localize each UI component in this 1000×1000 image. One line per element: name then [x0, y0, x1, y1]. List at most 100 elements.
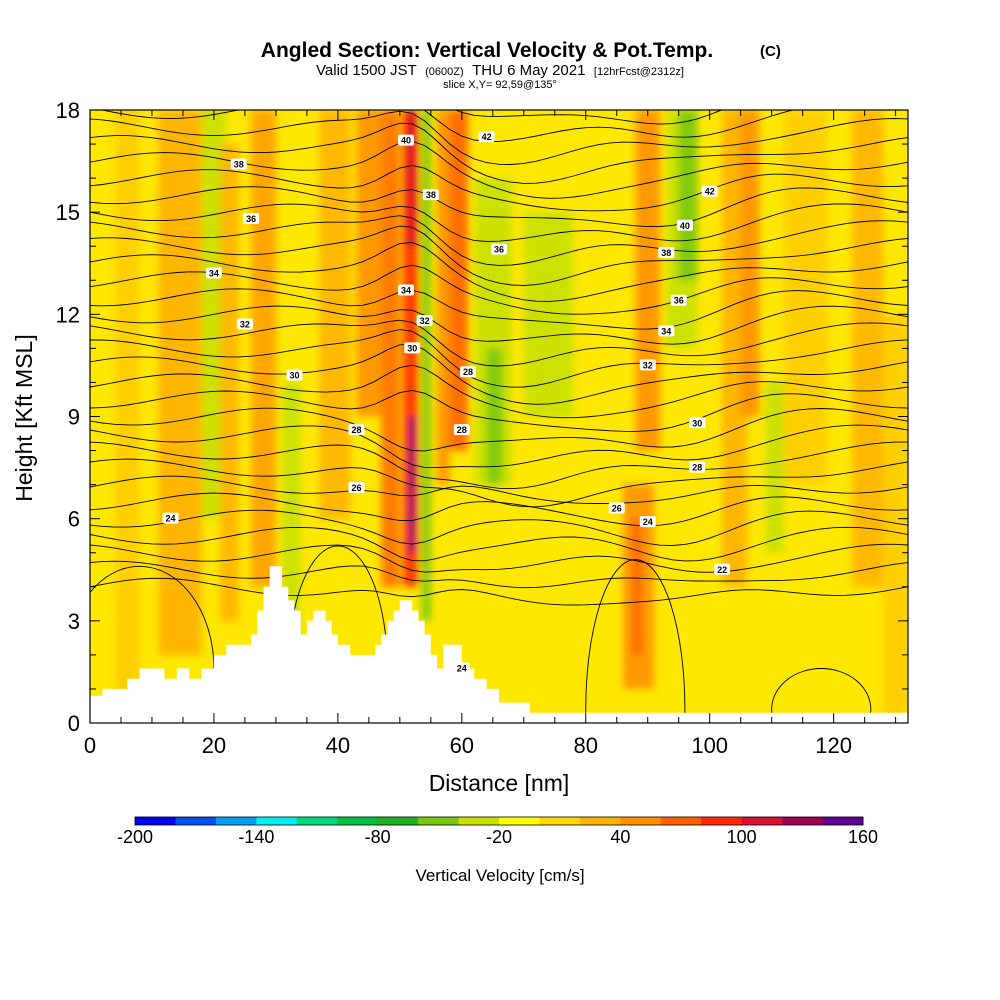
contour-label-text: 28	[457, 425, 467, 435]
contour-label: 26	[608, 502, 625, 514]
velocity-patch	[449, 110, 469, 451]
contour-label-text: 28	[692, 463, 702, 473]
chart-title: Angled Section: Vertical Velocity & Pot.…	[261, 39, 713, 62]
contour-label: 38	[230, 158, 247, 170]
contour-label: 24	[639, 516, 656, 528]
contour-label: 30	[689, 417, 706, 429]
contour-label: 38	[422, 189, 439, 201]
contour-label: 36	[491, 243, 507, 255]
subtitle-valid: Valid 1500 JST	[316, 62, 417, 79]
contour-label-text: 24	[457, 664, 467, 674]
y-tick-label: 18	[56, 98, 80, 123]
x-tick-label: 60	[450, 733, 474, 758]
x-axis: 0 20 40 60 80 100 120	[84, 110, 897, 758]
contour-labels: 38 36 34 32 30 28 26 24 40 42 38 36 34 32 30 28 28 42 40 38…	[162, 131, 731, 674]
contour-label: 30	[286, 369, 303, 381]
velocity-patch	[114, 110, 140, 723]
colorbar-swatch	[377, 817, 419, 825]
contour-label: 32	[639, 359, 656, 371]
x-tick-label: 40	[326, 733, 350, 758]
theta-contour	[90, 424, 908, 469]
contour-label: 34	[205, 267, 222, 279]
theta-contour	[90, 543, 908, 573]
contour-label-text: 40	[401, 136, 411, 146]
contour-label-text: 36	[494, 245, 504, 255]
theta-contour	[90, 110, 908, 165]
contour-label-text: 30	[407, 343, 417, 353]
contour-label: 30	[404, 342, 421, 354]
contour-label: 28	[348, 424, 365, 436]
contour-label: 28	[453, 424, 470, 436]
contour-label-text: 38	[426, 190, 436, 200]
theta-contour	[90, 215, 908, 266]
theta-contour	[90, 329, 908, 388]
colorbar-swatch	[579, 817, 621, 825]
colorbar	[134, 816, 864, 826]
y-tick-label: 15	[56, 200, 80, 225]
colorbar-swatch	[539, 817, 581, 825]
theta-contour	[90, 164, 908, 212]
contour-label: 32	[416, 315, 433, 327]
colorbar-swatch	[175, 817, 217, 825]
x-tick-label: 20	[202, 733, 226, 758]
colorbar-tick-label: 100	[727, 827, 757, 847]
contour-label-text: 36	[674, 296, 684, 306]
velocity-patch	[319, 110, 351, 519]
theta-contour	[90, 475, 908, 504]
colorbar-swatch	[782, 817, 824, 825]
contour-label-text: 38	[234, 159, 244, 169]
velocity-patch	[437, 110, 450, 485]
theta-contour	[90, 526, 908, 562]
contour-label-text: 26	[612, 503, 622, 513]
contour-label-text: 30	[692, 418, 702, 428]
y-tick-label: 0	[68, 711, 80, 736]
velocity-patch	[407, 110, 416, 247]
velocity-patch	[421, 110, 431, 621]
subtitle-utc: (0600Z)	[425, 66, 464, 78]
colorbar-swatch	[701, 817, 743, 825]
theta-contour	[90, 560, 908, 589]
contour-label: 34	[658, 325, 675, 337]
velocity-patch	[765, 382, 785, 553]
theta-contour	[771, 668, 872, 723]
y-tick-label: 9	[68, 405, 80, 430]
contour-label-text: 42	[482, 132, 492, 142]
colorbar-tick-label: -200	[117, 827, 153, 847]
contour-label-text: 42	[705, 187, 715, 197]
colorbar-swatch	[458, 817, 500, 825]
theta-contour	[90, 186, 908, 228]
velocity-patch	[740, 110, 760, 417]
velocity-patch	[678, 110, 698, 281]
x-tick-label: 0	[84, 733, 96, 758]
colorbar-swatch	[256, 817, 298, 825]
contour-label-text: 32	[240, 320, 250, 330]
y-tick-label: 6	[68, 507, 80, 532]
y-tick-label: 3	[68, 609, 80, 634]
colorbar-tick-label: -80	[365, 827, 391, 847]
theta-contour	[90, 242, 908, 302]
theta-contour	[90, 343, 908, 405]
colorbar-title: Vertical Velocity [cm/s]	[415, 866, 584, 885]
contour-label-text: 32	[643, 360, 653, 370]
colorbar-swatch	[418, 817, 460, 825]
contour-label: 26	[348, 482, 365, 494]
velocity-patch	[158, 110, 202, 655]
contour-label: 22	[714, 563, 731, 575]
contour-label-text: 28	[463, 367, 473, 377]
theta-contour	[90, 225, 908, 286]
title-units: (C)	[760, 43, 781, 60]
x-axis-label: Distance [nm]	[429, 770, 570, 796]
contour-label: 28	[689, 461, 706, 473]
colorbar-ticks: -200 -140 -80 -20 40 100 160	[117, 827, 878, 847]
plot-area: 38 36 34 32 30 28 26 24 40 42 38 36 34 32 30 28 28 42 40 38…	[90, 110, 908, 723]
contour-label-text: 36	[246, 214, 256, 224]
theta-contour	[90, 441, 908, 490]
subtitle-date: THU 6 May 2021	[472, 62, 585, 79]
colorbar-swatch	[215, 817, 257, 825]
contour-label-text: 28	[351, 425, 361, 435]
colorbar-swatch	[660, 817, 702, 825]
velocity-patch	[486, 348, 503, 485]
theta-contour	[90, 458, 908, 508]
